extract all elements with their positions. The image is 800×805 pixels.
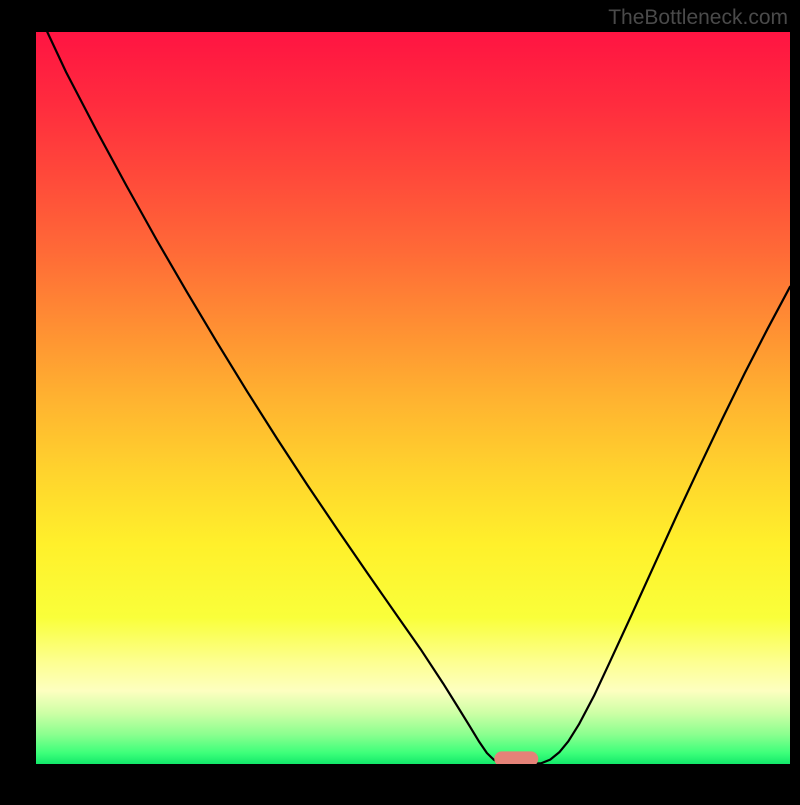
watermark-text: TheBottleneck.com xyxy=(608,6,788,30)
chart-svg xyxy=(0,0,800,800)
plot-background xyxy=(36,32,790,764)
bottleneck-chart xyxy=(0,0,800,800)
